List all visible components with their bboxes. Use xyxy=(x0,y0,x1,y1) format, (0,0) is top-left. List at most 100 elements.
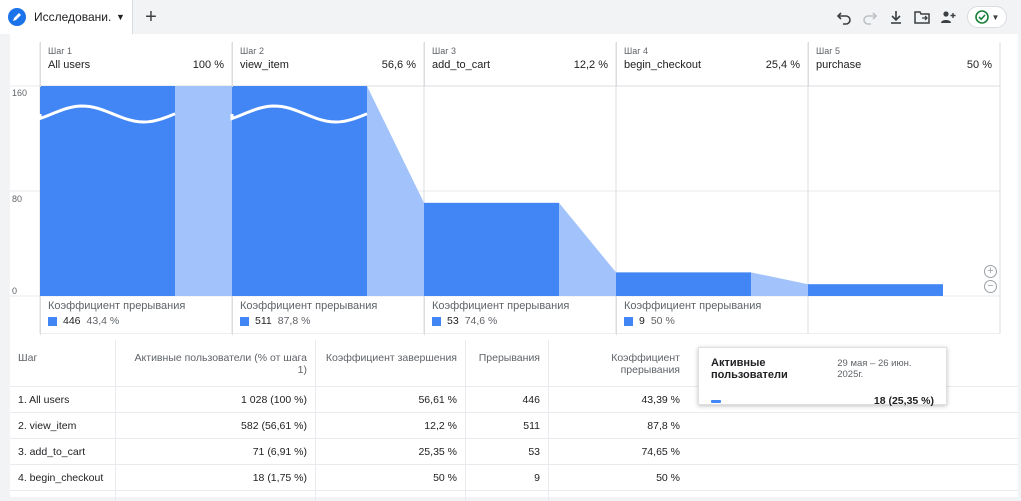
step-pct: 25,4 % xyxy=(765,59,800,71)
cell-abandon-rate: 50 % xyxy=(548,465,688,491)
axis-break-wave-1 xyxy=(38,104,176,124)
cell-step: 4. begin_checkout xyxy=(18,472,104,484)
table-header-row: Шаг Активные пользователи (% от шага 1) … xyxy=(10,340,1018,386)
col-header-completion-rate[interactable]: Коэффициент завершения xyxy=(315,340,465,386)
legend-swatch xyxy=(432,316,441,326)
funnel-panel: 160 80 0 Шаг 1 All users 100 % Шаг 2 view… xyxy=(10,34,1018,501)
abandon-rate-2[interactable]: Коэффициент прерывания 511 87,8 % xyxy=(232,297,424,335)
legend-swatch xyxy=(624,316,633,326)
move-to-folder-icon[interactable] xyxy=(911,6,933,28)
tab-dropdown-icon[interactable]: ▼ xyxy=(116,12,125,22)
abandon-title: Коэффициент прерывания xyxy=(432,300,570,312)
cell-completion-rate: 25,35 % xyxy=(315,439,465,465)
step-header-2[interactable]: Шаг 2 view_item 56,6 % xyxy=(232,42,424,87)
pencil-icon xyxy=(8,8,26,26)
zoom-in-icon[interactable]: + xyxy=(984,265,997,278)
abandon-area-2 xyxy=(367,86,424,296)
tab-title: Исследовани... xyxy=(34,10,112,24)
step-number: Шаг 3 xyxy=(432,46,457,56)
cell-abandonments: 9 xyxy=(465,465,548,491)
step-header-3[interactable]: Шаг 3 add_to_cart 12,2 % xyxy=(424,42,616,87)
axis-break-wave-2 xyxy=(230,104,368,124)
abandon-count: 53 xyxy=(447,315,459,327)
step-name: All users xyxy=(48,59,91,71)
funnel-bar-5 xyxy=(808,284,943,296)
step-pct: 50 % xyxy=(966,59,992,71)
cell-step: 2. view_item xyxy=(18,420,77,432)
exploration-tab[interactable]: Исследовани... ▼ xyxy=(0,0,133,34)
abandon-count: 511 xyxy=(255,315,272,327)
step-pct: 56,6 % xyxy=(381,59,416,71)
abandon-rate-4[interactable]: Коэффициент прерывания 9 50 % xyxy=(616,297,808,335)
add-tab-button[interactable]: + xyxy=(145,5,157,28)
funnel-svg xyxy=(10,42,1001,334)
abandon-title: Коэффициент прерывания xyxy=(48,300,186,312)
y-tick-80: 80 xyxy=(12,194,23,204)
abandon-area-1 xyxy=(175,86,232,296)
step-header-4[interactable]: Шаг 4 begin_checkout 25,4 % xyxy=(616,42,808,87)
tooltip-swatch xyxy=(711,399,721,403)
table-row[interactable]: 4. begin_checkout 18 (1,75 %) 50 % 9 50 … xyxy=(10,464,1018,491)
step-header-5[interactable]: Шаг 5 purchase 50 % xyxy=(808,42,1000,87)
funnel-bar-1 xyxy=(40,86,175,296)
funnel-bar-2 xyxy=(232,86,367,296)
table-row[interactable]: 2. view_item 582 (56,61 %) 12,2 % 511 87… xyxy=(10,412,1018,439)
abandon-area-3 xyxy=(559,202,616,296)
abandon-area-4 xyxy=(751,272,808,296)
cell-abandon-rate: 74,65 % xyxy=(548,439,688,465)
table-row[interactable]: 1. All users 1 028 (100 %) 56,61 % 446 4… xyxy=(10,386,1018,413)
abandon-rate-1[interactable]: Коэффициент прерывания 446 43,4 % xyxy=(40,297,232,335)
cell-step: 3. add_to_cart xyxy=(18,446,86,458)
abandon-rate-3[interactable]: Коэффициент прерывания 53 74,6 % xyxy=(424,297,616,335)
cell-active-users: 18 (1,75 %) xyxy=(115,465,315,491)
abandon-pct: 87,8 % xyxy=(277,315,311,327)
cell-completion-rate: 50 % xyxy=(315,465,465,491)
abandon-count: 446 xyxy=(63,315,81,327)
abandon-title: Коэффициент прерывания xyxy=(624,300,762,312)
y-tick-0: 0 xyxy=(12,286,18,296)
tooltip-value: 18 (25,35 %) xyxy=(873,395,934,407)
share-users-icon[interactable] xyxy=(937,6,959,28)
abandon-title: Коэффициент прерывания xyxy=(240,300,378,312)
cell-active-users: 1 028 (100 %) xyxy=(115,387,315,413)
col-header-abandon-rate[interactable]: Коэффициент прерывания xyxy=(548,340,688,386)
cell-completion-rate: 12,2 % xyxy=(315,413,465,439)
cell-abandonments: 446 xyxy=(465,387,548,413)
tooltip-date: 29 мая – 26 июн. 2025г. xyxy=(837,358,912,380)
step-pct: 12,2 % xyxy=(573,59,608,71)
redo-icon[interactable] xyxy=(859,6,881,28)
abandon-pct: 50 % xyxy=(650,315,675,327)
step-header-1[interactable]: Шаг 1 All users 100 % xyxy=(40,42,232,87)
cell-step: 1. All users xyxy=(18,394,70,406)
step-number: Шаг 4 xyxy=(624,46,649,56)
col-header-step[interactable]: Шаг xyxy=(18,352,38,364)
cell-completion-rate: 56,61 % xyxy=(315,387,465,413)
col-header-abandonments[interactable]: Прерывания xyxy=(465,340,548,386)
funnel-chart: 160 80 0 Шаг 1 All users 100 % Шаг 2 view… xyxy=(10,34,1018,335)
status-check-icon xyxy=(974,10,989,24)
abandon-pct: 74,6 % xyxy=(464,315,498,327)
cell-abandon-rate: 43,39 % xyxy=(548,387,688,413)
undo-icon[interactable] xyxy=(833,6,855,28)
tooltip-title: Активные пользователи xyxy=(711,357,788,381)
step-pct: 100 % xyxy=(192,59,224,71)
zoom-out-icon[interactable]: − xyxy=(984,280,997,293)
abandon-count: 9 xyxy=(639,315,645,327)
legend-swatch xyxy=(240,316,249,326)
cell-abandonments: 511 xyxy=(465,413,548,439)
step-name: add_to_cart xyxy=(432,59,491,71)
top-bar: Исследовани... ▼ + ▼ xyxy=(0,0,1021,34)
legend-swatch xyxy=(48,316,57,326)
download-icon[interactable] xyxy=(885,6,907,28)
step-name: purchase xyxy=(816,59,862,71)
col-header-active-users[interactable]: Активные пользователи (% от шага 1) xyxy=(115,340,315,386)
step-number: Шаг 1 xyxy=(48,46,73,56)
funnel-bar-4 xyxy=(616,272,751,296)
abandon-pct: 43,4 % xyxy=(86,315,120,327)
step-name: view_item xyxy=(240,59,289,71)
cell-active-users: 71 (6,91 %) xyxy=(115,439,315,465)
cell-abandon-rate: 87,8 % xyxy=(548,413,688,439)
status-menu-button[interactable]: ▼ xyxy=(967,6,1007,28)
table-row[interactable]: 3. add_to_cart 71 (6,91 %) 25,35 % 53 74… xyxy=(10,438,1018,465)
table-row xyxy=(10,490,1018,501)
